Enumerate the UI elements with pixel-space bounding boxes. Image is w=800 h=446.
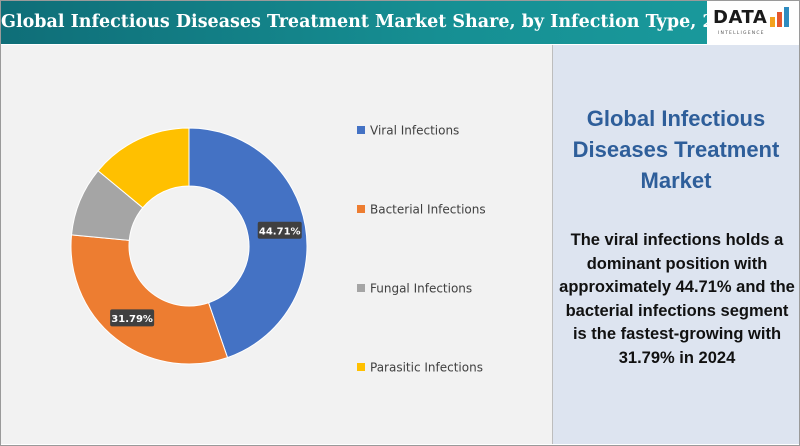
legend-label: Viral Infections xyxy=(370,124,459,138)
svg-text:44.71%: 44.71% xyxy=(259,226,301,237)
data-label: 31.79% xyxy=(110,309,155,327)
legend-label: Bacterial Infections xyxy=(370,203,486,217)
donut-slice-bacterial-infections xyxy=(70,234,229,365)
svg-text:31.79%: 31.79% xyxy=(111,314,153,325)
legend-label: Parasitic Infections xyxy=(370,361,483,375)
side-panel: Global Infectious Diseases Treatment Mar… xyxy=(553,45,799,444)
side-panel-description: The viral infections holds a dominant po… xyxy=(559,231,795,367)
legend-swatch xyxy=(357,126,365,134)
header-bar: Global Infectious Diseases Treatment Mar… xyxy=(1,1,799,44)
donut-slice-parasitic-infections xyxy=(97,127,190,209)
logo-wordmark: DATA xyxy=(713,7,768,28)
page-title: Global Infectious Diseases Treatment Mar… xyxy=(1,12,791,32)
logo: DATA INTELLIGENCE xyxy=(707,1,799,44)
legend-swatch xyxy=(357,363,365,371)
chart-panel: 44.71% 31.79% Viral Infections Bacterial In… xyxy=(1,45,552,444)
side-panel-title: Global Infectious Diseases Treatment Mar… xyxy=(572,106,780,193)
legend-swatch xyxy=(357,284,365,292)
legend-swatch xyxy=(357,205,365,213)
data-label: 44.71% xyxy=(257,221,302,239)
donut-chart: 44.71% 31.79% Viral Infections Bacterial In… xyxy=(70,124,486,375)
legend-label: Fungal Infections xyxy=(370,282,472,296)
logo-tagline: INTELLIGENCE xyxy=(718,31,765,36)
donut-slice-viral-infections xyxy=(188,127,308,359)
panel-divider xyxy=(552,45,553,444)
logo-bars-icon xyxy=(770,7,789,27)
